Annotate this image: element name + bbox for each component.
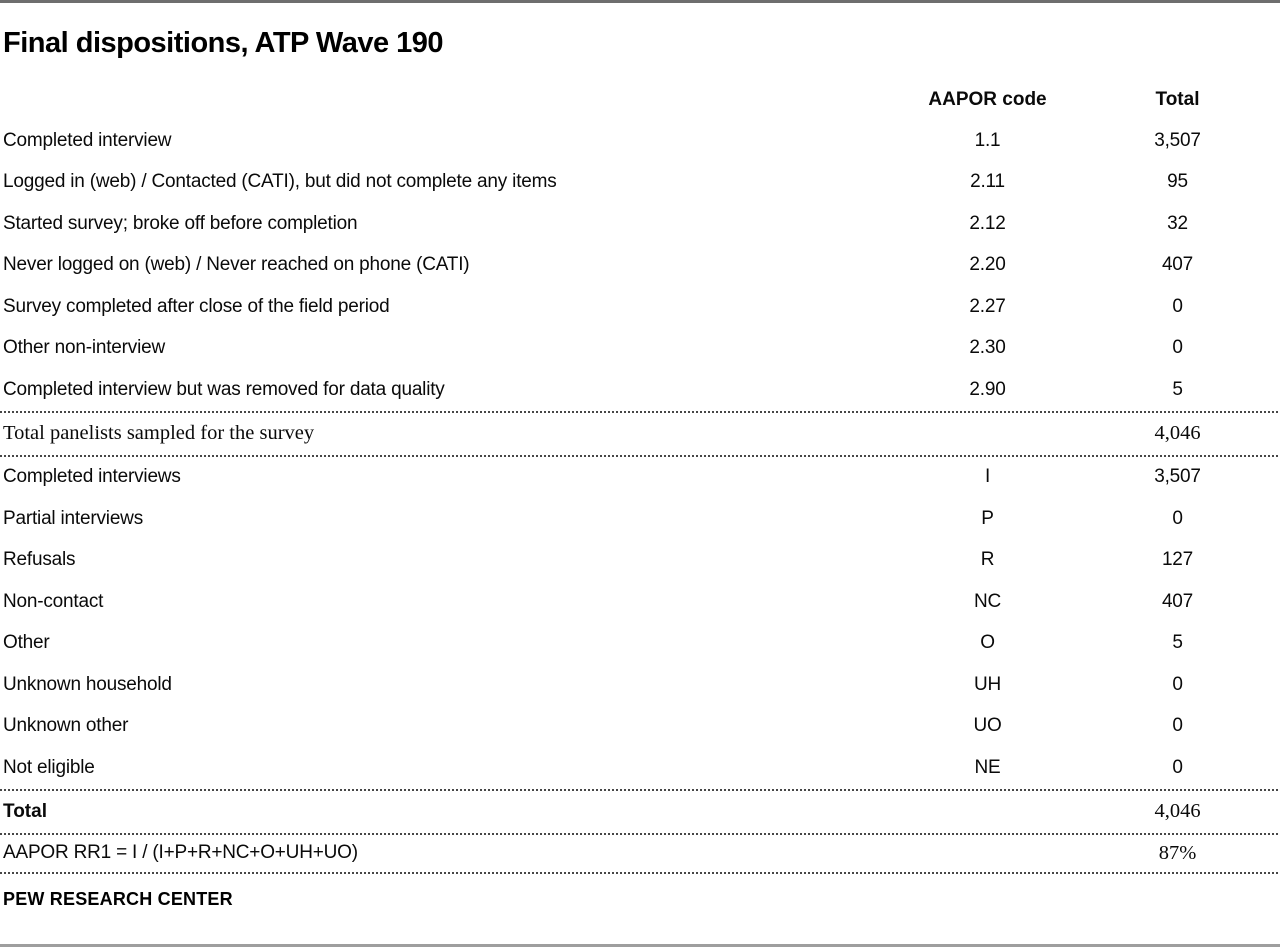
row-total: 3,507 [1154, 129, 1201, 151]
table-row: Completed interviews I 3,507 [0, 457, 1280, 499]
table-row: Logged in (web) / Contacted (CATI), but … [0, 162, 1280, 204]
row-label: Refusals [3, 549, 76, 571]
row-total: 87% [1158, 841, 1197, 864]
row-label: Started survey; broke off before complet… [3, 212, 358, 234]
dispositions-table: AAPOR code Total Completed interview 1.1… [0, 80, 1280, 910]
row-aapor-code: 2.20 [969, 254, 1006, 276]
row-aapor-code: 2.12 [969, 212, 1006, 234]
row-total: 407 [1161, 590, 1194, 612]
row-total: 4,046 [1154, 800, 1201, 822]
dotted-separator [0, 832, 1280, 835]
row-total: 95 [1167, 171, 1188, 193]
row-total: 5 [1172, 632, 1183, 654]
row-aapor-code: 2.27 [969, 295, 1006, 317]
table-row: Started survey; broke off before complet… [0, 203, 1280, 245]
row-label: Completed interview but was removed for … [3, 378, 445, 400]
row-total: 127 [1161, 549, 1194, 571]
row-aapor-code: O [980, 632, 995, 654]
response-rate-row: AAPOR RR1 = I / (I+P+R+NC+O+UH+UO) 87% [0, 835, 1280, 872]
table-row: Not eligible NE 0 [0, 747, 1280, 789]
table-row: Never logged on (web) / Never reached on… [0, 245, 1280, 287]
row-aapor-code: I [984, 466, 991, 488]
row-aapor-code: 2.90 [969, 378, 1006, 400]
row-total: 0 [1172, 507, 1183, 529]
top-divider [0, 0, 1280, 3]
table-row: Non-contact NC 407 [0, 581, 1280, 623]
row-label: Logged in (web) / Contacted (CATI), but … [3, 171, 557, 193]
row-label: Unknown household [3, 673, 172, 695]
row-total: 407 [1161, 254, 1194, 276]
row-total: 0 [1172, 295, 1183, 317]
row-aapor-code: UO [973, 715, 1002, 737]
page-title: Final dispositions, ATP Wave 190 [3, 27, 444, 59]
row-total: 0 [1172, 673, 1183, 695]
row-total: 0 [1172, 715, 1183, 737]
table-row: Survey completed after close of the fiel… [0, 286, 1280, 328]
row-label: Total panelists sampled for the survey [3, 422, 315, 444]
table-row: Other O 5 [0, 623, 1280, 665]
row-aapor-code: 2.30 [969, 337, 1006, 359]
dotted-separator [0, 871, 1280, 874]
table-row: Refusals R 127 [0, 540, 1280, 582]
row-aapor-code: NC [973, 590, 1002, 612]
row-aapor-code: P [981, 507, 994, 529]
row-label: AAPOR RR1 = I / (I+P+R+NC+O+UH+UO) [3, 842, 358, 863]
row-label: Unknown other [3, 715, 129, 737]
row-aapor-code: 2.11 [970, 171, 1005, 193]
row-total: 0 [1172, 337, 1183, 359]
row-label: Not eligible [3, 756, 95, 778]
table-row: Unknown other UO 0 [0, 706, 1280, 748]
row-label: Total [3, 800, 47, 822]
table-row: Completed interview but was removed for … [0, 369, 1280, 411]
row-label: Survey completed after close of the fiel… [3, 295, 390, 317]
grand-total-row: Total 4,046 [0, 791, 1280, 833]
row-label: Never logged on (web) / Never reached on… [3, 254, 470, 276]
dotted-separator [0, 454, 1280, 457]
row-label: Completed interviews [3, 466, 181, 488]
row-aapor-code: UH [973, 673, 1002, 695]
row-label: Non-contact [3, 590, 104, 612]
row-total: 0 [1172, 756, 1183, 778]
dotted-separator [0, 788, 1280, 791]
header-total: Total [1155, 89, 1200, 110]
row-total: 32 [1167, 212, 1188, 234]
header-aapor-code: AAPOR code [928, 89, 1047, 110]
table-row: Partial interviews P 0 [0, 498, 1280, 540]
row-aapor-code: NE [974, 756, 1001, 778]
row-label: Other non-interview [3, 337, 165, 359]
source-attribution: PEW RESEARCH CENTER [3, 888, 233, 909]
row-total: 3,507 [1154, 466, 1201, 488]
row-total: 5 [1172, 378, 1183, 400]
table-row: Completed interview 1.1 3,507 [0, 120, 1280, 162]
table-row: Unknown household UH 0 [0, 664, 1280, 706]
row-label: Completed interview [3, 129, 172, 151]
dotted-separator [0, 410, 1280, 413]
row-aapor-code: 1.1 [974, 129, 1001, 151]
row-label: Partial interviews [3, 507, 144, 529]
summary-row: Total panelists sampled for the survey 4… [0, 413, 1280, 455]
row-label: Other [3, 632, 50, 654]
bottom-divider [0, 944, 1280, 947]
table-header-row: AAPOR code Total [0, 80, 1280, 120]
row-aapor-code: R [980, 549, 995, 571]
table-row: Other non-interview 2.30 0 [0, 328, 1280, 370]
row-total: 4,046 [1154, 422, 1201, 444]
